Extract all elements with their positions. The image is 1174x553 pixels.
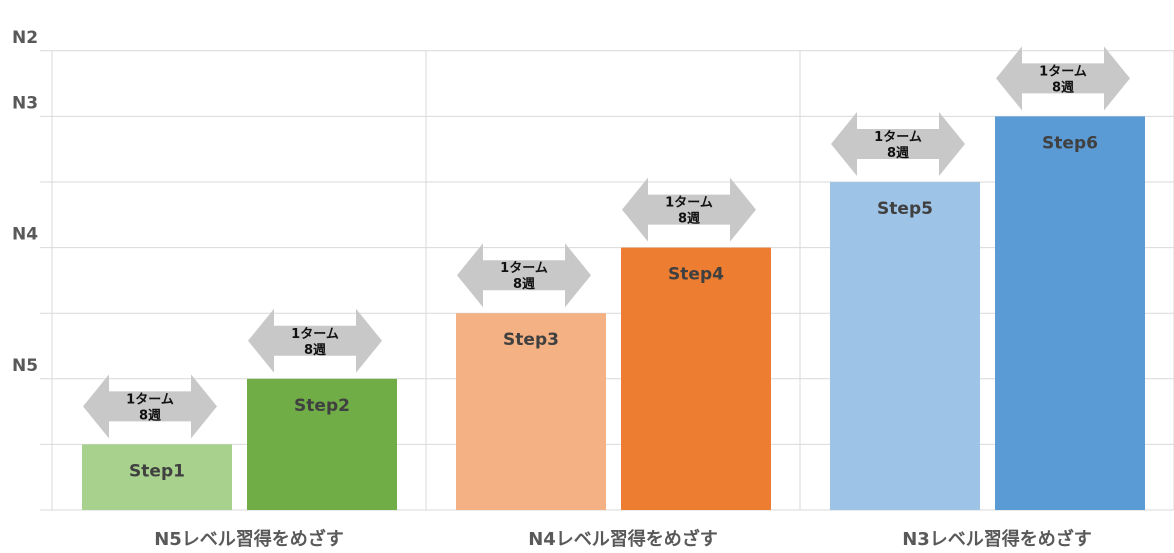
double-arrow-icon <box>996 46 1130 111</box>
double-arrow-icon <box>831 112 965 176</box>
arrow-weeks-label: 8週 <box>304 343 326 358</box>
bar-label: Step5 <box>877 199 933 219</box>
bars: Step1 Step2 Step3 Step4 Step5 Step6 <box>82 116 1145 511</box>
y-level-label: N5 <box>12 356 38 376</box>
arrow-weeks-label: 8週 <box>678 212 700 227</box>
double-arrow-icon <box>457 243 591 308</box>
bar-step4 <box>621 247 771 510</box>
arrow-term-label: 1ターム <box>1039 64 1087 79</box>
y-level-label: N4 <box>12 225 38 245</box>
bar-label: Step1 <box>129 461 185 481</box>
group-labels: N5レベル習得をめざす N4レベル習得をめざす N3レベル習得をめざす <box>154 528 1092 550</box>
bar-label: Step2 <box>294 396 350 416</box>
double-arrow-icon <box>622 177 756 242</box>
group-label: N5レベル習得をめざす <box>154 528 344 550</box>
y-level-label: N3 <box>12 93 38 113</box>
group-label: N4レベル習得をめざす <box>528 528 718 550</box>
arrow-weeks-label: 8週 <box>139 408 161 423</box>
arrow-weeks-label: 8週 <box>887 146 909 161</box>
arrow-term-label: 1ターム <box>291 327 339 342</box>
group-label: N3レベル習得をめざす <box>902 528 1092 550</box>
bar-step2 <box>247 378 397 510</box>
bar-label: Step6 <box>1042 133 1098 153</box>
arrow-term-label: 1ターム <box>126 392 174 407</box>
bar-step3 <box>456 313 606 510</box>
double-arrow-icon <box>248 308 382 373</box>
bar-step1 <box>82 444 232 510</box>
y-axis-labels: N5 N4 N3 N2 <box>12 28 38 376</box>
arrow-weeks-label: 8週 <box>513 277 535 292</box>
arrow-term-label: 1ターム <box>665 196 713 211</box>
bar-label: Step3 <box>503 330 559 350</box>
arrow-term-label: 1ターム <box>500 261 548 276</box>
arrow-weeks-label: 8週 <box>1052 80 1074 95</box>
y-level-label: N2 <box>12 28 38 48</box>
bar-step5 <box>830 182 980 510</box>
double-arrow-icon <box>83 374 217 439</box>
bar-step6 <box>995 116 1145 511</box>
arrow-term-label: 1ターム <box>874 130 922 145</box>
bar-label: Step4 <box>668 265 724 285</box>
